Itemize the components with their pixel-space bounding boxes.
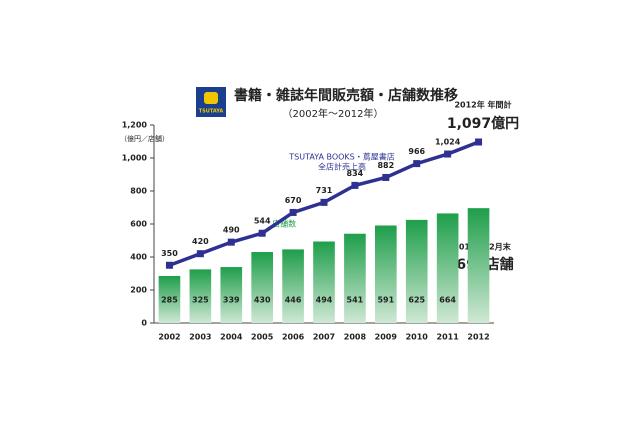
y-tick-label: 600 <box>130 220 147 229</box>
x-tick-label: 2005 <box>251 333 274 342</box>
bar-value-label: 664 <box>439 296 456 305</box>
bar <box>436 213 459 323</box>
x-tick-label: 2012 <box>467 333 489 342</box>
chart-title: 書籍・雑誌年間販売額・店舗数推移 <box>234 87 458 104</box>
line-value-label: 1,024 <box>435 138 461 147</box>
y-tick-label: 1,200 <box>122 121 148 130</box>
y-tick-label: 1,000 <box>122 154 148 163</box>
line-value-label: 350 <box>161 249 178 258</box>
line-marker <box>165 261 173 269</box>
line-marker <box>351 181 359 189</box>
x-tick-label: 2002 <box>158 333 180 342</box>
bar <box>344 233 366 323</box>
bar <box>189 269 212 323</box>
bar-value-label: 494 <box>316 296 333 305</box>
bar <box>251 252 273 323</box>
y-tick-label: 400 <box>130 253 147 262</box>
bar-value-label: 325 <box>192 296 209 305</box>
bar-value-label: 285 <box>161 296 178 305</box>
bar-value-label: 541 <box>347 296 364 305</box>
x-tick-label: 2008 <box>344 333 367 342</box>
line-marker <box>320 198 328 206</box>
line-value-label: 834 <box>347 169 364 178</box>
line-value-label: 420 <box>192 237 209 246</box>
bar-value-label: 430 <box>254 296 271 305</box>
annotation: TSUTAYA BOOKS・蔦屋書店 <box>288 152 394 162</box>
y-axis-label: （億円／店舗） <box>120 134 169 143</box>
line-value-label: 966 <box>408 147 425 156</box>
y-tick-label: 200 <box>130 286 147 295</box>
line-marker <box>227 238 235 246</box>
bar <box>375 225 397 323</box>
bar-value-label: 446 <box>285 296 302 305</box>
line-value-label: 731 <box>316 186 333 195</box>
x-tick-label: 2003 <box>189 333 211 342</box>
x-tick-label: 2010 <box>406 333 429 342</box>
bar-value-label: 591 <box>377 296 394 305</box>
line-marker <box>258 229 266 237</box>
logo-text: TSUTAYA <box>199 109 224 115</box>
x-tick-label: 2004 <box>220 333 243 342</box>
annotation: 2012年 年間計 <box>454 100 511 110</box>
x-tick-label: 2006 <box>282 333 305 342</box>
x-tick-label: 2011 <box>437 333 460 342</box>
bar <box>158 275 181 323</box>
line-marker <box>475 138 483 146</box>
line-value-label: 670 <box>285 196 302 205</box>
line-value-label: 882 <box>377 161 394 170</box>
y-tick-label: 800 <box>130 187 147 196</box>
bar <box>282 249 304 323</box>
bar <box>467 208 490 323</box>
annotation: 1,097億円 <box>447 115 519 132</box>
line-value-label: 544 <box>254 217 271 226</box>
line-marker <box>196 250 204 258</box>
chart-subtitle: （2002年～2012年） <box>283 107 384 120</box>
bar-value-label: 339 <box>223 296 240 305</box>
bar <box>313 241 335 323</box>
y-tick-label: 0 <box>141 319 147 328</box>
x-tick-label: 2007 <box>313 333 335 342</box>
line-marker <box>444 150 452 158</box>
bar <box>220 267 243 323</box>
line-marker <box>289 208 297 216</box>
series-label: 全店計売上高 <box>318 162 366 172</box>
bar <box>405 219 428 323</box>
series-label: 店舗数 <box>272 219 296 229</box>
line-marker <box>382 173 390 181</box>
bar-value-label: 625 <box>408 296 425 305</box>
logo-icon <box>204 92 218 104</box>
line-marker <box>413 160 421 168</box>
x-tick-label: 2009 <box>375 333 398 342</box>
line-value-label: 490 <box>223 226 240 235</box>
